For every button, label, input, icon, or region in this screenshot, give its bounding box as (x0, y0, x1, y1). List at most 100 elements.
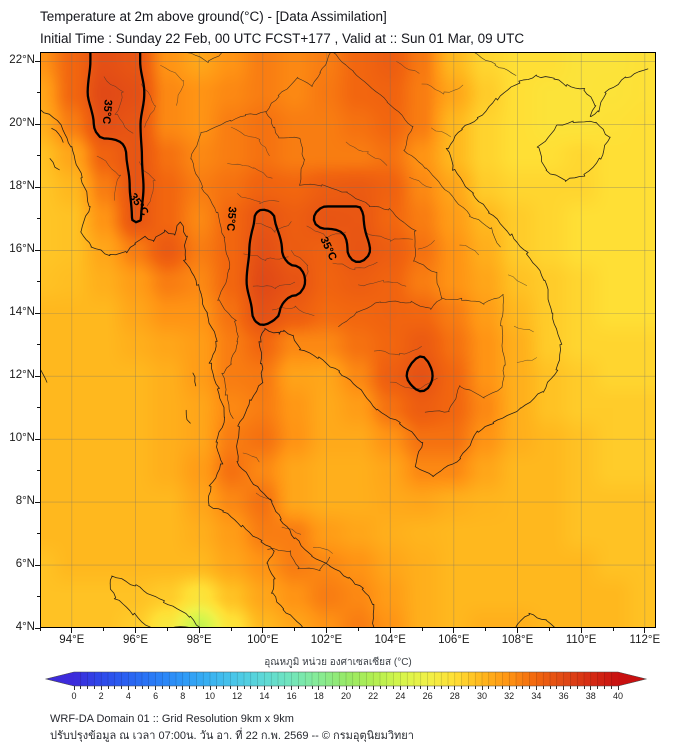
axis-tick (326, 628, 327, 633)
colorbar-tick-label: 18 (313, 691, 324, 701)
colorbar-tick-label: 4 (125, 691, 131, 701)
colorbar-tick-label: 6 (153, 691, 159, 701)
colorbar-tick (270, 686, 272, 689)
colorbar-tick-label: 30 (476, 691, 487, 701)
colorbar-tick (168, 686, 170, 689)
colorbar-tick-label: 26 (422, 691, 433, 701)
axis-tick (644, 628, 646, 633)
y-axis-label: 18°N (9, 180, 35, 193)
axis-tick (517, 628, 519, 633)
colorbar-tick (501, 686, 503, 689)
temperature-map-canvas (40, 52, 656, 628)
colorbar-tick (250, 686, 252, 689)
colorbar-tick (202, 686, 204, 689)
colorbar-tick (406, 686, 408, 689)
colorbar-tick-label: 16 (286, 691, 297, 701)
colorbar-tick (488, 686, 490, 689)
axis-tick (35, 564, 40, 566)
colorbar-tick (379, 686, 381, 689)
colorbar-tick (236, 686, 238, 690)
colorbar-tick (93, 686, 95, 689)
colorbar-tick (257, 686, 259, 689)
y-axis-label: 12°N (9, 369, 35, 382)
colorbar-tick-label: 34 (531, 691, 542, 701)
colorbar-tick (100, 686, 102, 690)
colorbar-tick-label: 14 (259, 691, 270, 701)
colorbar-tick (474, 686, 476, 689)
axis-tick (35, 501, 40, 503)
x-axis-label: 102°E (310, 634, 343, 646)
axis-tick (37, 533, 40, 535)
axis-tick (35, 375, 40, 377)
colorbar-tick-label: 2 (98, 691, 104, 701)
footer-domain-info: WRF-DA Domain 01 :: Grid Resolution 9km … (50, 713, 294, 725)
x-axis-label: 100°E (247, 634, 279, 646)
colorbar-tick (331, 686, 333, 689)
colorbar: 0 2 4 6 8 10 12 14 16 18 20 22 24 26 28 30 32 34 36 38 40 (44, 670, 648, 710)
colorbar-tick (563, 686, 565, 690)
colorbar-tick (291, 686, 293, 690)
axis-tick (103, 628, 105, 631)
axis-tick (612, 628, 614, 631)
colorbar-tick (284, 686, 286, 689)
axis-tick (37, 281, 40, 283)
colorbar-tick (590, 686, 592, 690)
colorbar-tick (229, 686, 231, 689)
page-title: Temperature at 2m above ground(°C) - [Da… (40, 9, 387, 24)
axis-tick (485, 628, 487, 631)
page-subtitle: Initial Time : Sunday 22 Feb, 00 UTC FCS… (40, 30, 525, 46)
axis-tick (37, 155, 40, 157)
x-axis-label: 94°E (59, 634, 85, 646)
colorbar-tick (80, 686, 82, 689)
colorbar-tick (522, 686, 524, 689)
colorbar-tick (447, 686, 449, 689)
colorbar-tick (297, 686, 299, 689)
axis-tick (294, 628, 296, 631)
colorbar-tick (576, 686, 578, 689)
colorbar-tick (440, 686, 442, 689)
x-axis-label: 106°E (438, 634, 470, 646)
y-axis-label: 16°N (9, 243, 35, 256)
colorbar-tick-label: 12 (232, 691, 243, 701)
axis-tick (135, 628, 136, 633)
axis-tick (37, 596, 40, 598)
colorbar-tick (223, 686, 225, 689)
colorbar-tick-label: 8 (180, 691, 186, 701)
colorbar-tick (73, 686, 75, 690)
colorbar-tick-label: 24 (395, 691, 406, 701)
colorbar-tick-label: 28 (449, 691, 460, 701)
colorbar-tick-label: 36 (558, 691, 569, 701)
x-axis-label: 110°E (565, 634, 597, 646)
colorbar-tick (420, 686, 422, 689)
colorbar-tick (189, 686, 191, 689)
colorbar-tick (161, 686, 163, 689)
colorbar-tick (427, 686, 429, 690)
axis-tick (37, 218, 40, 220)
colorbar-tick (352, 686, 354, 689)
colorbar-tick (481, 686, 483, 690)
colorbar-tick (413, 686, 415, 689)
axis-tick (35, 438, 40, 440)
axis-tick (421, 628, 423, 631)
colorbar-tick (311, 686, 313, 689)
axis-tick (357, 628, 359, 631)
colorbar-tick-label: 38 (585, 691, 596, 701)
y-axis-label: 6°N (15, 558, 35, 571)
y-axis-label: 4°N (15, 621, 35, 633)
axis-tick (166, 628, 168, 631)
colorbar-tick (345, 686, 347, 690)
colorbar-tick-label: 22 (368, 691, 379, 701)
axis-tick (37, 470, 40, 472)
colorbar-tick-label: 20 (340, 691, 351, 701)
colorbar-tick (182, 686, 184, 690)
axis-tick (389, 628, 391, 633)
y-axis-label: 20°N (9, 117, 35, 130)
colorbar-tick (529, 686, 531, 689)
colorbar-tick (515, 686, 517, 689)
x-axis-label: 96°E (122, 634, 149, 646)
colorbar-tick (603, 686, 605, 689)
colorbar-label: อุณหภูมิ หน่วย องศาเซลเซียส (°C) (264, 657, 412, 668)
colorbar-tick (549, 686, 551, 689)
colorbar-tick (87, 686, 89, 689)
